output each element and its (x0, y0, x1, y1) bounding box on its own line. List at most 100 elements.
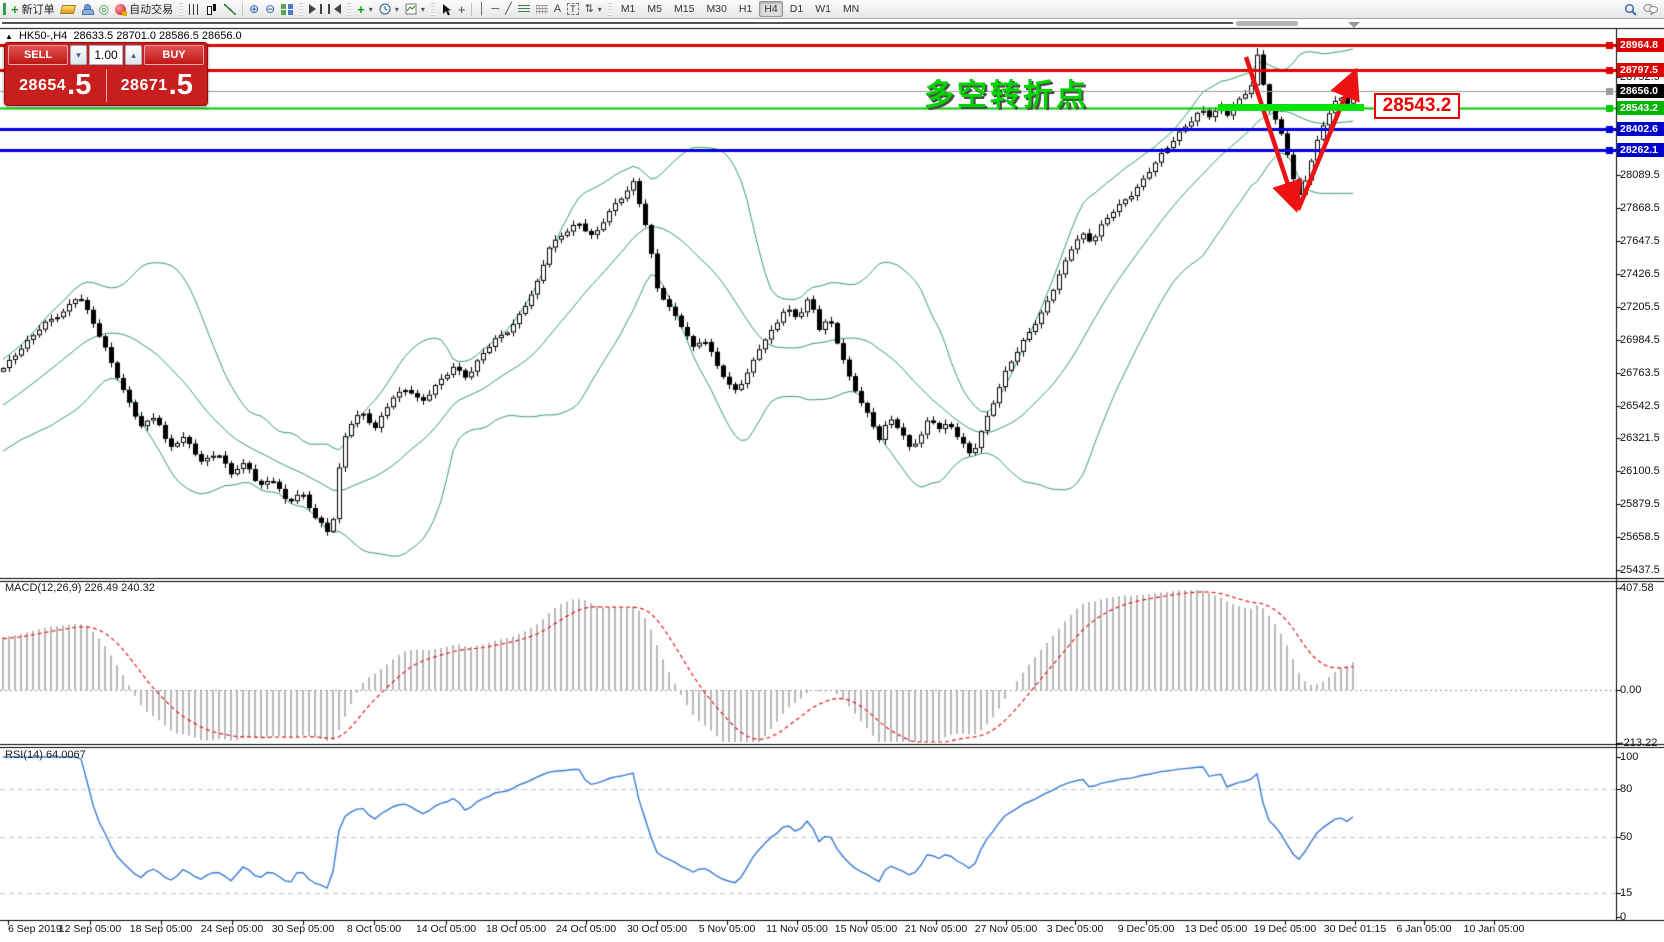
main-toolbar: + 新订单 ◎ 自动交易 ⊕ ⊖ + ▾ ▾ ▾ (0, 0, 1664, 19)
add-indicator-icon: + (357, 1, 365, 17)
auto-scroll-button[interactable] (306, 1, 325, 17)
down-arrow (1243, 56, 1303, 213)
grid-tool[interactable] (533, 1, 551, 17)
buy-price[interactable]: 28671 .5 (120, 69, 193, 101)
time-tick-label: 11 Nov 05:00 (766, 923, 828, 935)
candlestick-button[interactable] (203, 1, 221, 17)
toolbar-grip[interactable] (607, 2, 612, 16)
crosshair-tool-button[interactable]: + (455, 1, 469, 17)
dropdown-icon: ▾ (597, 4, 602, 14)
price-level-box: 28797.5 (1617, 62, 1664, 77)
sell-button[interactable]: SELL (8, 45, 68, 65)
rsi-tick-label: 0 (1620, 911, 1627, 923)
time-tick-label: 10 Jan 05:00 (1463, 923, 1525, 935)
chart-scrollbar-handle[interactable] (1236, 21, 1298, 26)
tf-button-D1[interactable]: D1 (789, 3, 804, 15)
line-chart-button[interactable] (221, 1, 239, 17)
fibonacci-tool[interactable] (515, 1, 533, 17)
chart-shift-marker[interactable] (1348, 22, 1360, 28)
dropdown-icon: ▾ (420, 4, 425, 14)
text-icon: A (553, 2, 562, 15)
macd-tick-label: -213.22 (1620, 737, 1658, 750)
horizontal-line-tool[interactable]: ─ (488, 1, 502, 17)
text-label-tool[interactable]: T (564, 1, 582, 17)
time-tick-label: 18 Oct 05:00 (485, 923, 547, 935)
time-tick-label: 6 Sep 2019 (8, 923, 62, 935)
time-tick-label: 30 Sep 05:00 (271, 923, 335, 935)
crosshair-icon: + (457, 1, 466, 17)
price-tick-label: 26100.5 (1620, 465, 1660, 478)
bar-chart-button[interactable] (186, 1, 203, 17)
price-divider (105, 69, 107, 102)
rsi-tick-label: 80 (1620, 783, 1633, 795)
arrows-icon: ⇅ (584, 2, 594, 15)
price-tick-label: 28089.5 (1620, 169, 1660, 182)
user-terminal-icon (81, 3, 94, 15)
toolbar-grip[interactable] (299, 2, 304, 16)
volume-increase-button[interactable]: ▴ (125, 45, 142, 65)
arrows-tool[interactable]: ⇅ ▾ (582, 1, 605, 17)
text-tool[interactable]: A (551, 1, 564, 17)
text-label-icon: T (567, 3, 579, 15)
indicators-button[interactable]: + ▾ (354, 1, 376, 17)
line-chart-icon (224, 3, 237, 15)
price-tick-label: 27647.5 (1620, 235, 1660, 248)
tf-button-M5[interactable]: M5 (647, 3, 662, 15)
tf-button-MN[interactable]: MN (842, 3, 860, 15)
tf-button-M15[interactable]: M15 (674, 3, 695, 15)
toolbar-grip[interactable] (347, 2, 352, 16)
signal-icon: ◎ (98, 2, 110, 16)
bar-chart-icon (189, 3, 201, 15)
tf-button-W1[interactable]: W1 (815, 3, 831, 15)
cursor-icon (442, 3, 451, 15)
vertical-line-tool[interactable]: │ (475, 1, 488, 17)
autotrading-button[interactable]: 自动交易 (112, 1, 176, 17)
zoom-out-button[interactable]: ⊖ (262, 1, 278, 17)
tf-button-H1[interactable]: H1 (738, 3, 753, 15)
up-arrow (1295, 67, 1360, 211)
chart-scrollbar-track[interactable] (2, 22, 1233, 24)
chart-shift-icon (328, 4, 342, 14)
signals-button[interactable]: ◎ (96, 1, 112, 17)
templates-button[interactable]: ▾ (402, 1, 428, 17)
zoom-in-icon: ⊕ (249, 2, 260, 16)
candlestick-icon (206, 3, 218, 15)
search-button[interactable] (1621, 1, 1640, 17)
tile-windows-icon (281, 3, 294, 15)
time-tick-label: 9 Dec 05:00 (1117, 923, 1175, 935)
time-tick-label: 6 Jan 05:00 (1396, 923, 1452, 935)
macd-indicator-label: MACD(12,26,9) 226.49 240.32 (5, 582, 155, 594)
time-tick-label: 5 Nov 05:00 (698, 923, 756, 935)
ohlc-values: 28633.5 28701.0 28586.5 28656.0 (73, 30, 242, 42)
tf-button-M1[interactable]: M1 (620, 3, 636, 15)
sell-price[interactable]: 28654 .5 (19, 69, 92, 101)
trendline-tool[interactable]: ╱ (502, 1, 515, 17)
volume-field[interactable]: 1.00 (89, 45, 123, 65)
time-tick-label: 19 Dec 05:00 (1253, 923, 1317, 935)
time-tick-label: 21 Nov 05:00 (904, 923, 968, 935)
time-tick-label: 13 Dec 05:00 (1184, 923, 1248, 935)
toolbar-grip[interactable] (179, 2, 184, 16)
tile-windows-button[interactable] (278, 1, 296, 17)
volume-decrease-button[interactable]: ▾ (70, 45, 87, 65)
rsi-indicator-label: RSI(14) 64.0067 (5, 749, 86, 761)
buy-button[interactable]: BUY (144, 45, 204, 65)
grid-icon (535, 4, 548, 14)
cursor-tool-button[interactable] (438, 1, 455, 17)
collapse-arrow-icon[interactable]: ▲ (5, 32, 13, 41)
search-icon (1625, 3, 1637, 16)
new-order-button[interactable]: + 新订单 (11, 1, 55, 17)
market-watch-button[interactable] (78, 1, 96, 17)
toolbar-grip[interactable] (430, 2, 435, 16)
price-level-box: 28964.8 (1617, 38, 1664, 52)
time-tick-label: 15 Nov 05:00 (834, 923, 898, 935)
tf-button-H4[interactable]: H4 (759, 1, 783, 17)
tf-button-M30[interactable]: M30 (706, 3, 727, 15)
periods-button[interactable]: ▾ (376, 1, 402, 17)
chat-button[interactable] (1640, 1, 1661, 17)
indicator-list-button[interactable] (58, 1, 78, 17)
zoom-in-button[interactable]: ⊕ (246, 1, 262, 17)
chart-shift-button[interactable] (325, 1, 344, 17)
